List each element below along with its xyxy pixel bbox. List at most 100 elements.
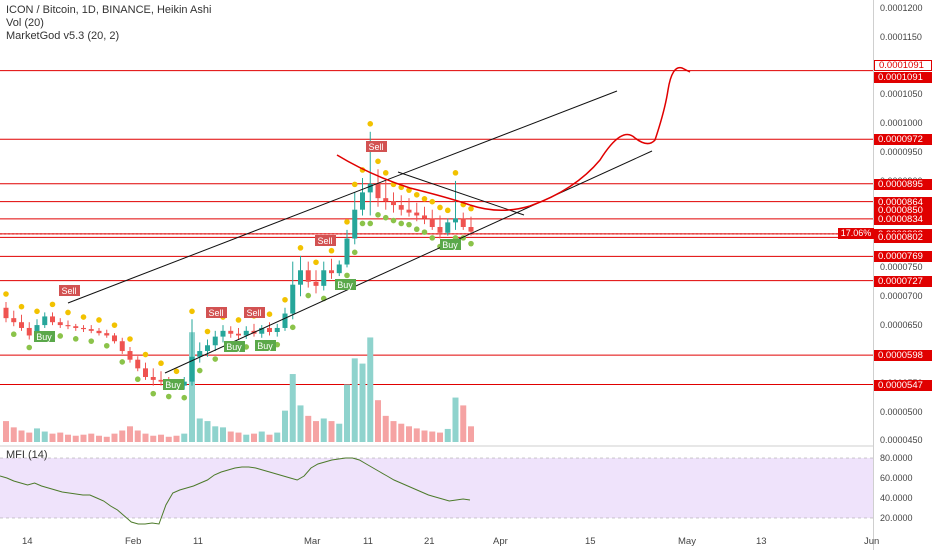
- price-tick-label: 0.0001000: [880, 118, 923, 129]
- price-level-tag: 0.0000727: [874, 275, 932, 287]
- signal-dot-lower: [429, 235, 436, 241]
- price-chart-svg: Sell Buy Buy Sell Buy Buy Sell Sell Buy Sell Buy: [0, 66, 874, 525]
- signal-dot-lower: [88, 338, 95, 344]
- indicator-legend[interactable]: MarketGod v5.3 (20, 2): [6, 30, 120, 42]
- volume-bar: [127, 426, 133, 442]
- signal-dot-upper: [413, 191, 420, 198]
- time-tick-label: Mar: [304, 536, 321, 547]
- signal-dot-upper: [452, 170, 459, 176]
- candle-body: [445, 222, 451, 233]
- volume-bar: [3, 421, 9, 442]
- volume-bar: [196, 418, 203, 442]
- volume-bar: [88, 433, 95, 442]
- mfi-tick-label: 60.0000: [880, 473, 913, 483]
- signal-label: Buy: [440, 239, 461, 250]
- candle-body: [383, 198, 389, 202]
- signal-dot-lower: [196, 367, 203, 374]
- mfi-tick-label: 20.0000: [880, 513, 913, 523]
- volume-bar: [258, 431, 265, 442]
- volume-bar: [158, 434, 164, 442]
- volume-bar: [165, 436, 172, 442]
- candle-body: [236, 333, 241, 336]
- candle-body: [197, 351, 203, 357]
- signal-dot-lower: [10, 331, 17, 338]
- candle-body: [228, 330, 234, 334]
- candle-body: [375, 183, 381, 199]
- signal-label: Sell: [366, 141, 387, 152]
- price-level-tag: 0.0001091: [874, 71, 932, 83]
- time-tick-label: 15: [585, 536, 596, 547]
- svg-text:Buy: Buy: [442, 240, 458, 250]
- time-tick-label: May: [678, 536, 696, 547]
- volume-bar: [429, 431, 436, 442]
- volume-bar: [313, 421, 319, 442]
- signal-dot-upper: [111, 322, 118, 328]
- candle-body: [127, 351, 133, 360]
- channel-upper-line: [67, 90, 618, 304]
- volume-bar: [344, 384, 350, 442]
- volume-bar: [243, 434, 250, 442]
- candle-body: [460, 218, 466, 227]
- volume-legend[interactable]: Vol (20): [6, 17, 44, 29]
- volume-bar: [367, 337, 374, 442]
- red-trend-curve: [336, 154, 471, 206]
- candle-body: [19, 322, 24, 328]
- signal-dot-lower: [344, 272, 350, 279]
- svg-text:Buy: Buy: [257, 341, 273, 351]
- signal-dot-upper: [468, 205, 474, 212]
- volume-bar: [390, 421, 397, 442]
- candle-body: [243, 330, 249, 336]
- signal-dot-upper: [282, 296, 288, 303]
- volume-bar: [111, 433, 118, 442]
- volume-bar: [34, 428, 40, 442]
- volume-bar: [26, 432, 33, 442]
- signal-dot-upper: [49, 301, 56, 308]
- mfi-legend[interactable]: MFI (14): [6, 449, 48, 461]
- price-tick-label: 0.0000750: [880, 262, 923, 273]
- symbol-legend[interactable]: ICON / Bitcoin, 1D, BINANCE, Heikin Ashi: [6, 4, 212, 16]
- volume-bar: [181, 433, 188, 442]
- signal-label: Buy: [34, 331, 55, 342]
- signal-dot-lower: [150, 390, 157, 397]
- time-tick-label: Feb: [125, 536, 142, 547]
- volume-bar: [282, 410, 288, 442]
- price-level-tag: 0.0000598: [874, 350, 932, 362]
- svg-text:Buy: Buy: [226, 342, 242, 352]
- volume-bar: [336, 423, 343, 442]
- candle-body: [119, 341, 125, 352]
- price-level-tag: 0.0000972: [874, 134, 932, 146]
- svg-text:Sell: Sell: [61, 286, 76, 296]
- candle-body: [468, 227, 474, 232]
- signal-dot-lower: [367, 220, 374, 227]
- candle-body: [26, 327, 32, 336]
- signal-dot-upper: [18, 303, 25, 310]
- volume-bar: [328, 421, 335, 442]
- candle-body: [3, 307, 9, 319]
- svg-text:Sell: Sell: [246, 308, 261, 318]
- signal-dot-upper: [421, 196, 428, 202]
- price-level-tag: 0.0001091: [874, 59, 932, 71]
- candle-body: [42, 316, 48, 326]
- volume-bar: [227, 431, 234, 442]
- signal-dot-upper: [313, 259, 319, 266]
- candle-body: [352, 209, 358, 239]
- candle-body: [290, 284, 296, 314]
- candle-body: [344, 238, 350, 265]
- candle-body: [181, 381, 187, 386]
- volume-bar: [305, 415, 312, 442]
- candle-body: [50, 316, 55, 323]
- price-tick-label: 0.0001050: [880, 89, 923, 100]
- price-level-tag: 0.0000802: [874, 232, 932, 244]
- volume-bar: [452, 397, 459, 442]
- price-axis[interactable]: [873, 0, 932, 550]
- candle-body: [282, 313, 288, 328]
- signal-dot-lower: [26, 344, 33, 351]
- candle-body: [11, 318, 17, 323]
- projection-curve: [469, 66, 691, 211]
- signal-dot-lower: [289, 324, 296, 331]
- signal-dot-lower: [165, 393, 172, 400]
- price-level-tag: 0.0000834: [874, 213, 932, 225]
- volume-bar: [266, 434, 273, 442]
- signal-dot-lower: [305, 292, 312, 299]
